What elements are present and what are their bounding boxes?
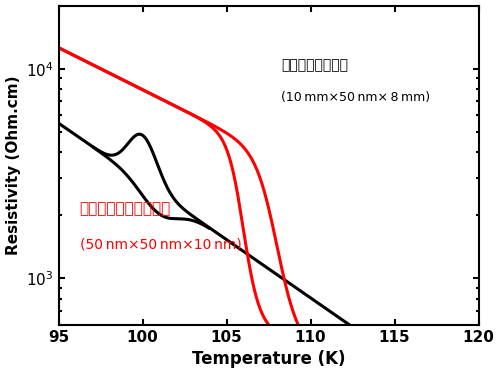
X-axis label: Temperature (K): Temperature (K)	[192, 350, 346, 368]
Text: マグネタイト薄膜: マグネタイト薄膜	[281, 58, 348, 73]
Text: (50 nm×50 nm×10 nm): (50 nm×50 nm×10 nm)	[80, 237, 241, 251]
Text: マグネタイトナノ細線: マグネタイトナノ細線	[80, 201, 171, 216]
Text: (10 mm×50 nm× 8 mm): (10 mm×50 nm× 8 mm)	[281, 91, 430, 104]
Y-axis label: Resistivity (Ohm.cm): Resistivity (Ohm.cm)	[6, 76, 20, 255]
